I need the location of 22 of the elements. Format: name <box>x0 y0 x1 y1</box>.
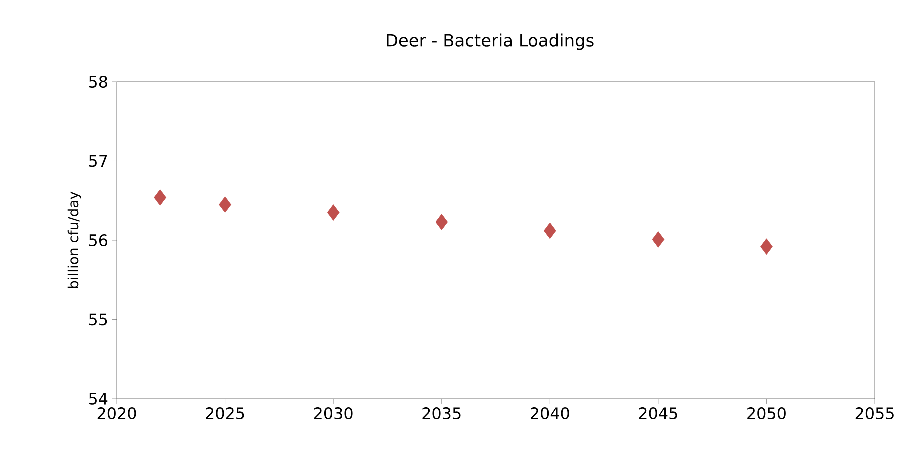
point <box>652 232 665 248</box>
y-tick-label: 56 <box>89 234 108 247</box>
x-tick-label: 2050 <box>748 408 786 420</box>
chart-title: Deer - Bacteria Loadings <box>387 34 594 50</box>
point <box>327 204 340 221</box>
x-tick-label: 2020 <box>98 408 136 420</box>
y-tick-label: 58 <box>89 76 108 88</box>
point <box>219 196 232 214</box>
y-tick-label: 54 <box>89 393 108 405</box>
x-tick-label: 2025 <box>206 408 244 420</box>
x-tick-label: 2040 <box>531 408 570 420</box>
point <box>436 214 448 230</box>
point <box>154 190 166 206</box>
point <box>760 238 773 256</box>
x-tick-label: 2035 <box>422 408 461 420</box>
y-axis-title: billion cfu/day <box>68 192 82 288</box>
y-tick-label: 55 <box>89 314 108 326</box>
x-tick-label: 2055 <box>856 408 894 420</box>
y-tick-label: 57 <box>89 155 108 168</box>
x-tick-label: 2030 <box>314 408 353 420</box>
point <box>544 222 556 240</box>
x-tick-label: 2045 <box>639 408 678 420</box>
